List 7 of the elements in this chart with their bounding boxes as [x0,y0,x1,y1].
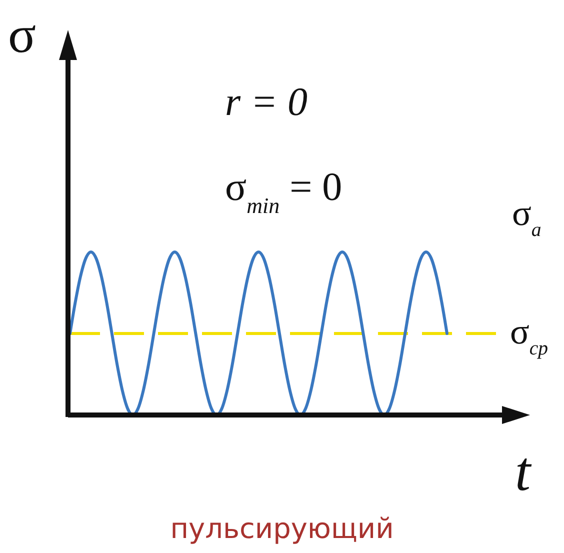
y-axis-title: σ [8,7,36,64]
text: пульсирующий [170,512,394,545]
text: σ$_{min}$ = 0 [225,164,342,218]
x-axis-title: t [515,441,532,503]
text: σ$_{a}$ [512,193,542,241]
text: r = 0 [225,79,308,124]
ref-line-label: σ$_{cp}$ [510,312,548,360]
